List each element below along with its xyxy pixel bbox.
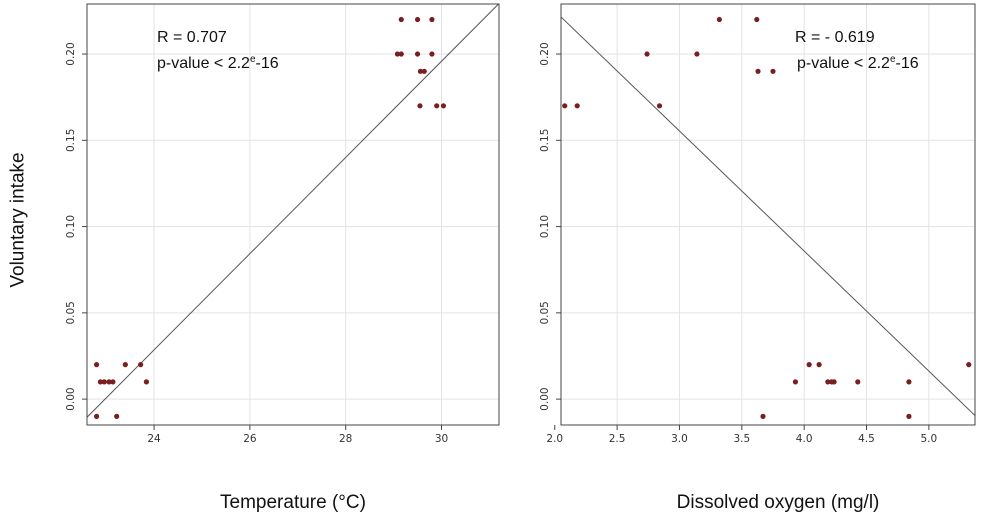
p-value-superscript: e xyxy=(250,54,256,65)
data-point xyxy=(414,51,421,57)
data-point xyxy=(906,379,912,385)
x-tick-label: 5.0 xyxy=(921,433,938,445)
data-point xyxy=(394,51,401,57)
x-tick-label: 28 xyxy=(339,433,352,445)
data-point xyxy=(434,103,440,109)
x-tick-label: 4.0 xyxy=(796,433,813,445)
chart-panel-2: 2.0 2.5 3.0 3.5 4.0 4.5 5.0 0.00 0.05 0.10 0.15 0.2… xyxy=(539,3,976,513)
data-point xyxy=(644,51,650,57)
data-point xyxy=(440,103,447,109)
data-point xyxy=(816,362,822,368)
data-point xyxy=(574,103,580,109)
x-tick-label: 2.0 xyxy=(546,433,563,445)
plot-frame xyxy=(86,3,500,426)
plot-frame xyxy=(560,3,976,426)
y-tick-label: 0.20 xyxy=(539,42,551,65)
data-point xyxy=(417,68,424,74)
y-tick-label: 0.10 xyxy=(65,215,77,238)
y-tick-label: 0.05 xyxy=(539,301,551,324)
data-point xyxy=(656,103,663,109)
data-point xyxy=(831,379,837,385)
annotation-r-value: R = 0.707 xyxy=(157,29,227,46)
data-point xyxy=(398,51,404,57)
data-point xyxy=(770,68,776,74)
y-tick-label: 0.15 xyxy=(539,129,551,152)
p-value-suffix: -16 xyxy=(896,55,919,72)
data-point xyxy=(806,362,812,368)
data-point xyxy=(825,379,831,385)
data-points xyxy=(562,16,972,419)
y-tick-label: 0.20 xyxy=(65,42,77,65)
y-tick-label: 0.10 xyxy=(539,215,551,238)
annotation-r-value: R = - 0.619 xyxy=(795,29,875,46)
data-point xyxy=(855,379,861,385)
data-point xyxy=(417,103,423,109)
data-point xyxy=(110,379,116,385)
grid-lines xyxy=(561,4,975,425)
annotation-p-value: p-value < 2.2e-16 xyxy=(157,54,279,72)
chart-panel-1: 24 26 28 30 0.00 0.05 0.10 0.15 0.20 Temperature … xyxy=(65,3,500,513)
data-point xyxy=(138,362,144,368)
p-value-prefix: p-value < 2.2 xyxy=(797,55,890,72)
x-tick-label: 24 xyxy=(147,433,161,445)
y-tick-label: 0.00 xyxy=(539,387,551,410)
data-point xyxy=(398,16,404,23)
grid-lines xyxy=(87,4,499,425)
x-tick-label: 3.0 xyxy=(671,433,688,445)
data-point xyxy=(97,379,104,385)
data-point xyxy=(429,51,435,57)
x-tick-label: 26 xyxy=(243,433,257,445)
x-tick-label: 3.5 xyxy=(733,433,750,445)
data-point xyxy=(792,379,799,385)
data-point xyxy=(755,68,761,74)
data-point xyxy=(754,16,760,23)
x-axis-label: Dissolved oxygen (mg/l) xyxy=(677,492,880,513)
data-point xyxy=(106,379,112,385)
p-value-prefix: p-value < 2.2 xyxy=(157,55,250,72)
p-value-suffix: -16 xyxy=(256,55,279,72)
data-point xyxy=(562,103,568,109)
y-tick-label: 0.15 xyxy=(65,129,77,152)
data-point xyxy=(760,413,766,419)
data-point xyxy=(114,413,120,419)
x-tick-label: 30 xyxy=(435,433,448,445)
data-point xyxy=(122,362,128,368)
annotation-p-value: p-value < 2.2e-16 xyxy=(797,54,919,72)
data-point xyxy=(93,413,100,419)
data-point xyxy=(716,16,722,23)
y-tick-label: 0.05 xyxy=(65,301,77,324)
data-point xyxy=(421,68,427,74)
data-point xyxy=(694,51,700,57)
y-tick-label: 0.00 xyxy=(65,387,77,410)
data-point xyxy=(906,413,912,419)
x-tick-label: 2.5 xyxy=(609,433,626,445)
data-point xyxy=(414,16,421,23)
data-points xyxy=(93,16,447,419)
data-point xyxy=(101,379,107,385)
data-point xyxy=(93,362,100,368)
data-point xyxy=(429,16,435,23)
data-point xyxy=(143,379,150,385)
data-point xyxy=(966,362,972,368)
x-axis-label: Temperature (°C) xyxy=(220,492,366,513)
p-value-superscript: e xyxy=(890,54,896,65)
regression-line xyxy=(87,4,499,418)
x-tick-label: 4.5 xyxy=(858,433,875,445)
regression-line xyxy=(561,16,975,416)
